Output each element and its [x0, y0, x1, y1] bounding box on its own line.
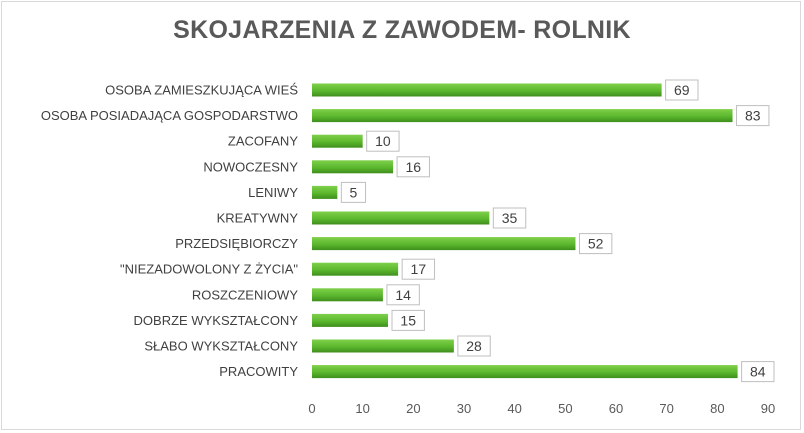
x-tick-label: 40 — [507, 401, 521, 416]
x-tick-label: 50 — [558, 401, 572, 416]
x-tick-label: 60 — [609, 401, 623, 416]
category-label: DOBRZE WYKSZTAŁCONY — [134, 313, 299, 328]
category-label: PRZEDSIĘBIORCZY — [175, 236, 298, 251]
category-label: LENIWY — [248, 185, 298, 200]
data-label-text: 52 — [588, 236, 604, 252]
category-labels: OSOBA ZAMIESZKUJĄCA WIEŚ OSOBA POSIADAJĄC… — [41, 83, 299, 380]
category-label: "NIEZADOWOLONY Z ŻYCIA" — [120, 262, 298, 277]
data-label-text: 10 — [375, 133, 391, 149]
chart-title: SKOJARZENIA Z ZAWODEM- ROLNIK — [173, 16, 631, 44]
bar — [312, 160, 394, 174]
data-label: 28 — [457, 335, 491, 357]
data-label: 15 — [391, 309, 425, 331]
bar — [312, 288, 383, 302]
x-tick-label: 20 — [406, 401, 420, 416]
category-label: NOWOCZESNY — [203, 159, 298, 174]
x-tick-label: 70 — [659, 401, 673, 416]
data-label-text: 84 — [750, 364, 766, 380]
category-label: KREATYWNY — [217, 211, 299, 226]
data-label: 69 — [665, 79, 699, 101]
data-label-text: 5 — [350, 184, 358, 200]
data-label: 52 — [578, 233, 613, 255]
category-label: OSOBA ZAMIESZKUJĄCA WIEŚ — [105, 83, 298, 98]
data-label: 83 — [736, 105, 770, 127]
category-label: PRACOWITY — [219, 364, 298, 379]
bar — [312, 313, 388, 327]
category-label: SŁABO WYKSZTAŁCONY — [144, 339, 298, 354]
x-tick-label: 30 — [457, 401, 471, 416]
data-label-text: 16 — [405, 159, 421, 175]
bar — [312, 339, 454, 353]
bar — [312, 134, 363, 148]
data-label-text: 83 — [745, 108, 761, 124]
data-label: 5 — [340, 181, 367, 203]
data-label-text: 28 — [466, 338, 482, 354]
data-label: 14 — [386, 284, 420, 306]
data-label: 35 — [492, 207, 527, 229]
data-label: 17 — [401, 258, 436, 280]
bar — [312, 365, 738, 379]
x-axis: 0 10 20 30 40 50 60 70 80 90 — [308, 401, 775, 416]
x-tick-label: 10 — [355, 401, 369, 416]
bar — [312, 83, 662, 97]
data-label-text: 17 — [411, 261, 427, 277]
bar — [312, 109, 733, 123]
x-tick-label: 80 — [710, 401, 724, 416]
x-tick-label: 0 — [308, 401, 315, 416]
bar — [312, 262, 399, 276]
category-label: ZACOFANY — [228, 134, 298, 149]
bar — [312, 185, 338, 199]
category-label: ROSZCZENIOWY — [192, 287, 298, 302]
data-label-text: 35 — [502, 210, 518, 226]
bars-layer — [312, 83, 738, 379]
category-label: OSOBA POSIADAJĄCA GOSPODARSTWO — [41, 108, 298, 123]
bar — [312, 211, 490, 225]
bar — [312, 237, 576, 251]
x-tick-label: 90 — [761, 401, 775, 416]
data-label-text: 14 — [395, 287, 411, 303]
data-label: 10 — [366, 130, 400, 152]
data-label: 16 — [396, 156, 430, 178]
data-label-text: 15 — [400, 312, 416, 328]
data-label-text: 69 — [674, 82, 690, 98]
data-label: 84 — [741, 361, 775, 383]
